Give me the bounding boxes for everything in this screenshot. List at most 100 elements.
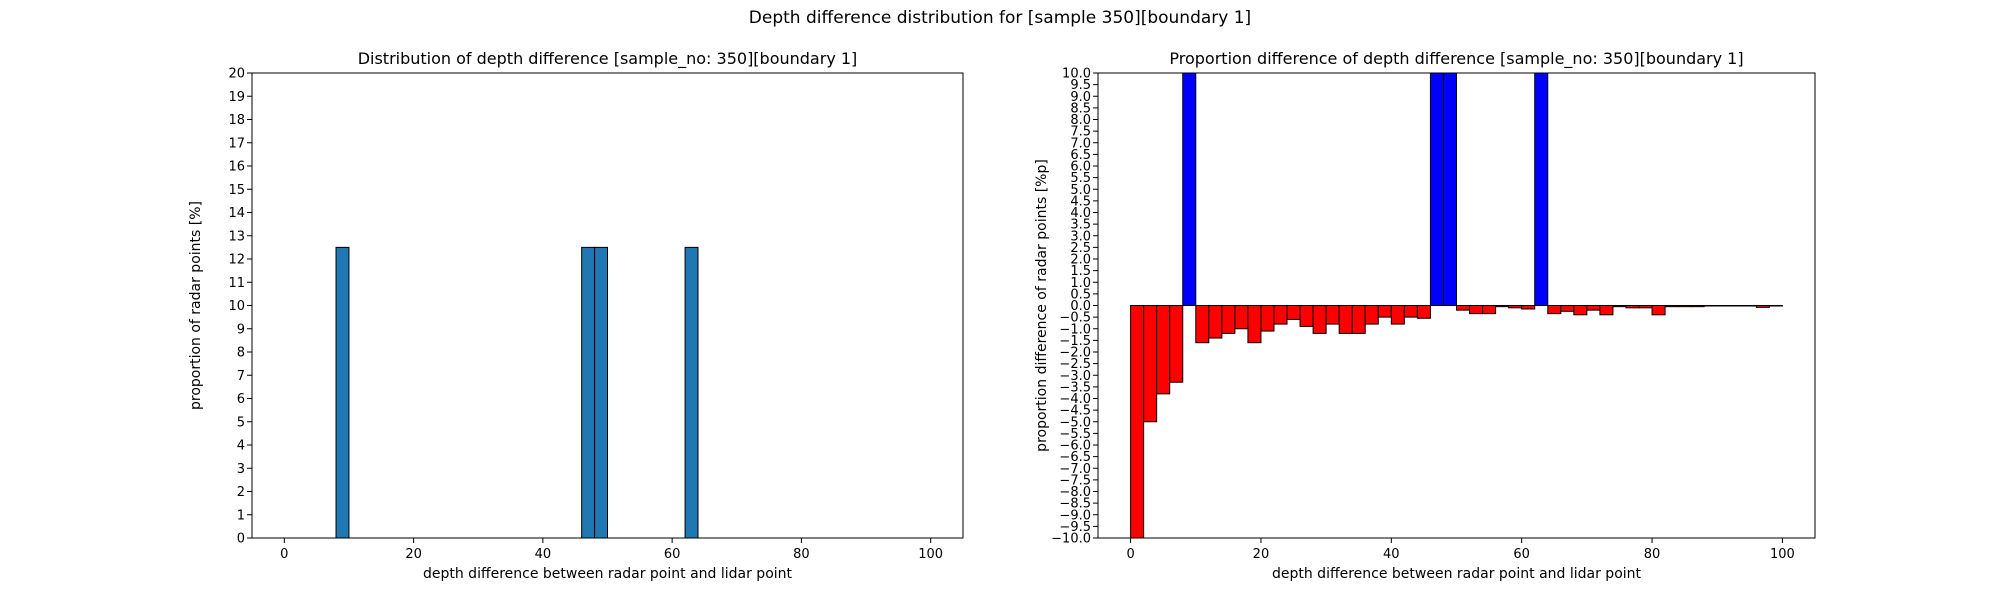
right-ytick-label-3: −8.5 <box>1059 497 1091 512</box>
right-ytick-label-31: 5.5 <box>1070 171 1091 186</box>
right-bar-44 <box>1703 305 1718 307</box>
right-ytick-label-23: 1.5 <box>1070 264 1091 279</box>
left-ytick-label-12: 12 <box>228 253 245 268</box>
right-ytick-label-15: −2.5 <box>1059 357 1091 372</box>
right-bar-23 <box>1429 72 1444 306</box>
right-y-axis-label: proportion difference of radar points [%… <box>1034 159 1050 452</box>
right-ytick-label-28: 4.0 <box>1070 206 1091 221</box>
right-bar-33 <box>1560 305 1575 312</box>
right-bar-5 <box>1195 305 1210 344</box>
right-bar-27 <box>1482 305 1497 315</box>
right-bar-13 <box>1299 305 1314 327</box>
left-xtick-label-4: 80 <box>793 547 810 562</box>
right-bar-31 <box>1534 72 1549 306</box>
right-ytick-label-34: 7.0 <box>1070 136 1091 151</box>
right-bar-34 <box>1573 305 1588 316</box>
right-ytick-label-29: 4.5 <box>1070 194 1091 209</box>
right-bar-8 <box>1234 305 1249 330</box>
right-bar-20 <box>1390 305 1405 325</box>
right-bar-43 <box>1690 305 1705 308</box>
right-ytick-label-36: 8.0 <box>1070 113 1091 128</box>
right-ytick-label-4: −8.0 <box>1059 485 1091 500</box>
right-ytick-label-21: 0.5 <box>1070 287 1091 302</box>
right-ytick-label-9: −5.5 <box>1059 427 1091 442</box>
left-ytick-label-8: 8 <box>237 346 245 361</box>
right-ytick-label-22: 1.0 <box>1070 276 1091 291</box>
right-bar-15 <box>1325 305 1340 325</box>
right-ytick-label-14: −3.0 <box>1059 369 1091 384</box>
right-ytick-label-33: 6.5 <box>1070 148 1091 163</box>
right-bar-36 <box>1599 305 1614 316</box>
right-bar-46 <box>1729 305 1744 307</box>
right-bar-4 <box>1182 72 1197 306</box>
right-bar-3 <box>1169 305 1184 383</box>
right-bar-14 <box>1312 305 1327 334</box>
left-xtick-label-3: 60 <box>664 547 681 562</box>
right-ytick-label-24: 2.0 <box>1070 253 1091 268</box>
right-bar-19 <box>1377 305 1392 318</box>
right-ytick-label-32: 6.0 <box>1070 160 1091 175</box>
right-bar-37 <box>1612 305 1627 308</box>
left-ytick-label-15: 15 <box>228 183 245 198</box>
right-ytick-label-13: −3.5 <box>1059 380 1091 395</box>
left-xtick-label-0: 0 <box>280 547 288 562</box>
right-x-axis-label: depth difference between radar point and… <box>1272 566 1642 582</box>
right-bar-9 <box>1247 305 1262 344</box>
left-ytick-label-1: 1 <box>237 508 245 523</box>
right-ytick-label-39: 9.5 <box>1070 78 1091 93</box>
left-ytick-label-4: 4 <box>237 439 245 454</box>
right-ytick-label-30: 5.0 <box>1070 183 1091 198</box>
right-proportion-difference-chart: 0 20 40 60 80 100 −10.0−9.5−9.0−8.5−8.0−7.5−7.… <box>1034 49 1816 582</box>
left-ytick-label-10: 10 <box>228 299 245 314</box>
right-bar-49 <box>1768 305 1783 307</box>
right-bar-39 <box>1638 305 1653 309</box>
right-ytick-label-35: 7.5 <box>1070 125 1091 140</box>
left-ytick-label-20: 20 <box>228 67 245 82</box>
figure-suptitle: Depth difference distribution for [sampl… <box>748 8 1252 28</box>
right-ytick-label-37: 8.5 <box>1070 101 1091 116</box>
right-xtick-label-5: 100 <box>1770 547 1795 562</box>
right-bar-48 <box>1755 305 1770 308</box>
left-ytick-label-2: 2 <box>237 485 245 500</box>
right-bar-38 <box>1625 305 1640 309</box>
left-xtick-label-1: 20 <box>405 547 422 562</box>
right-ytick-label-8: −6.0 <box>1059 439 1091 454</box>
right-bar-32 <box>1547 305 1562 315</box>
left-ytick-label-0: 0 <box>237 532 245 547</box>
left-ytick-label-13: 13 <box>228 229 245 244</box>
right-bar-24 <box>1442 72 1457 306</box>
left-ytick-label-7: 7 <box>237 369 245 384</box>
left-bar-2 <box>594 246 609 539</box>
left-ytick-label-14: 14 <box>228 206 245 221</box>
right-ytick-label-16: −2.0 <box>1059 346 1091 361</box>
right-ytick-label-12: −4.0 <box>1059 392 1091 407</box>
left-ytick-label-19: 19 <box>228 90 245 105</box>
left-bar-3 <box>684 246 699 539</box>
right-bar-21 <box>1403 305 1418 318</box>
left-ytick-label-11: 11 <box>228 276 245 291</box>
right-ytick-label-18: −1.0 <box>1059 322 1091 337</box>
right-bar-10 <box>1260 305 1275 332</box>
right-bar-1 <box>1143 305 1158 423</box>
right-ytick-label-40: 10.0 <box>1062 67 1091 82</box>
right-bar-42 <box>1677 305 1692 308</box>
left-xtick-label-5: 100 <box>918 547 943 562</box>
right-bar-16 <box>1338 305 1353 334</box>
right-xtick-label-4: 80 <box>1644 547 1661 562</box>
right-bar-2 <box>1156 305 1171 395</box>
left-ytick-label-5: 5 <box>237 415 245 430</box>
right-bar-47 <box>1742 305 1757 307</box>
right-ytick-label-10: −5.0 <box>1059 415 1091 430</box>
right-ytick-label-26: 3.0 <box>1070 229 1091 244</box>
right-bar-18 <box>1364 305 1379 325</box>
right-bar-26 <box>1469 305 1484 315</box>
right-ytick-label-20: 0.0 <box>1070 299 1091 314</box>
right-ytick-label-11: −4.5 <box>1059 404 1091 419</box>
right-bar-6 <box>1208 305 1223 339</box>
left-xtick-label-2: 40 <box>535 547 552 562</box>
right-ytick-label-19: −0.5 <box>1059 311 1091 326</box>
right-bar-0 <box>1130 305 1145 539</box>
right-xtick-label-2: 40 <box>1383 547 1400 562</box>
